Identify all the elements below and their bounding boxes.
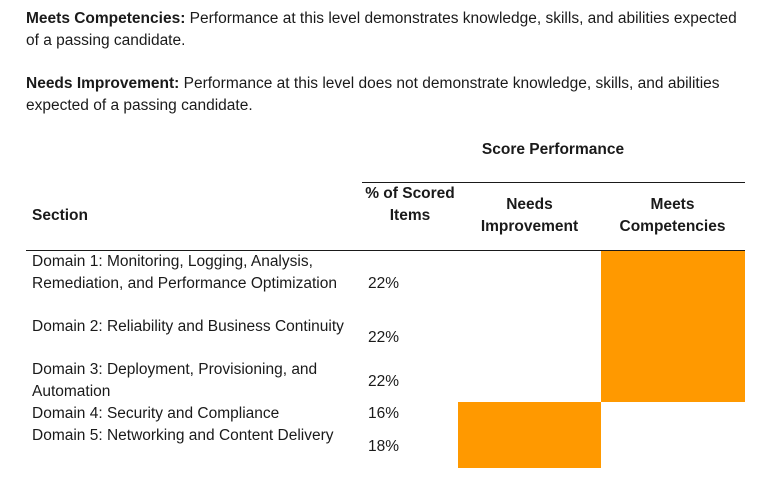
needs-improvement-definition: Needs Improvement: Performance at this l… <box>26 73 746 117</box>
row-domain-1-pct: 22% <box>368 275 400 292</box>
score-performance-header: Score Performance <box>481 141 625 158</box>
header-top-divider <box>362 182 745 183</box>
needs-improvement-term: Needs Improvement: <box>26 75 180 92</box>
row-domain-5-pct: 18% <box>368 438 400 455</box>
needs-improvement-text: Performance at this level does not demon… <box>26 75 720 114</box>
row-domain-1-section: Domain 1: Monitoring, Logging, Analysis,… <box>32 253 337 292</box>
header-bottom-divider <box>26 250 745 251</box>
pct-scored-column-header: % of Scored Items <box>365 185 455 224</box>
row-domain-5-section: Domain 5: Networking and Content Deliver… <box>32 427 334 444</box>
meets-competencies-column-header: Meets Competencies <box>619 196 726 235</box>
needs-improvement-column-header: Needs Improvement <box>480 196 579 235</box>
needs-improvement-indicator <box>458 402 601 468</box>
meets-competencies-text: Performance at this level demonstrates k… <box>26 10 737 49</box>
meets-competencies-indicator <box>601 251 745 402</box>
meets-competencies-definition: Meets Competencies: Performance at this … <box>26 8 746 52</box>
section-column-header: Section <box>32 207 88 224</box>
row-domain-2-section: Domain 2: Reliability and Business Conti… <box>32 318 344 335</box>
row-domain-4-pct: 16% <box>368 405 400 422</box>
meets-competencies-term: Meets Competencies: <box>26 10 186 27</box>
row-domain-2-pct: 22% <box>368 329 400 346</box>
row-domain-3-pct: 22% <box>368 373 400 390</box>
row-domain-4-section: Domain 4: Security and Compliance <box>32 405 280 422</box>
row-domain-3-section: Domain 3: Deployment, Provisioning, and … <box>32 361 318 400</box>
